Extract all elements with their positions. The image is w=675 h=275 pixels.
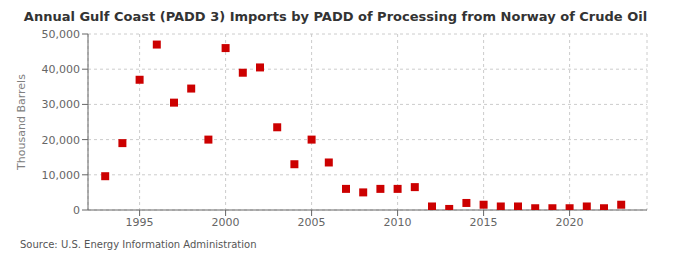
svg-text:2000: 2000 [212, 216, 240, 229]
svg-text:2005: 2005 [298, 216, 326, 229]
svg-text:2015: 2015 [470, 216, 498, 229]
svg-text:20,000: 20,000 [42, 134, 81, 147]
svg-text:40,000: 40,000 [42, 63, 81, 76]
svg-text:Thousand Barrels: Thousand Barrels [15, 74, 28, 171]
svg-text:1995: 1995 [126, 216, 154, 229]
svg-text:30,000: 30,000 [42, 98, 81, 111]
svg-text:0: 0 [73, 204, 80, 217]
svg-text:50,000: 50,000 [42, 28, 81, 41]
svg-text:2010: 2010 [384, 216, 412, 229]
html-text:Source: U.S. Energy Informatio: Source: U.S. Energy Information Administ… [20, 239, 257, 250]
svg-text:10,000: 10,000 [42, 169, 81, 182]
html-text:Annual Gulf Coast (PADD 3) Imp: Annual Gulf Coast (PADD 3) Imports by PA… [23, 9, 648, 24]
svg-text:2020: 2020 [556, 216, 584, 229]
